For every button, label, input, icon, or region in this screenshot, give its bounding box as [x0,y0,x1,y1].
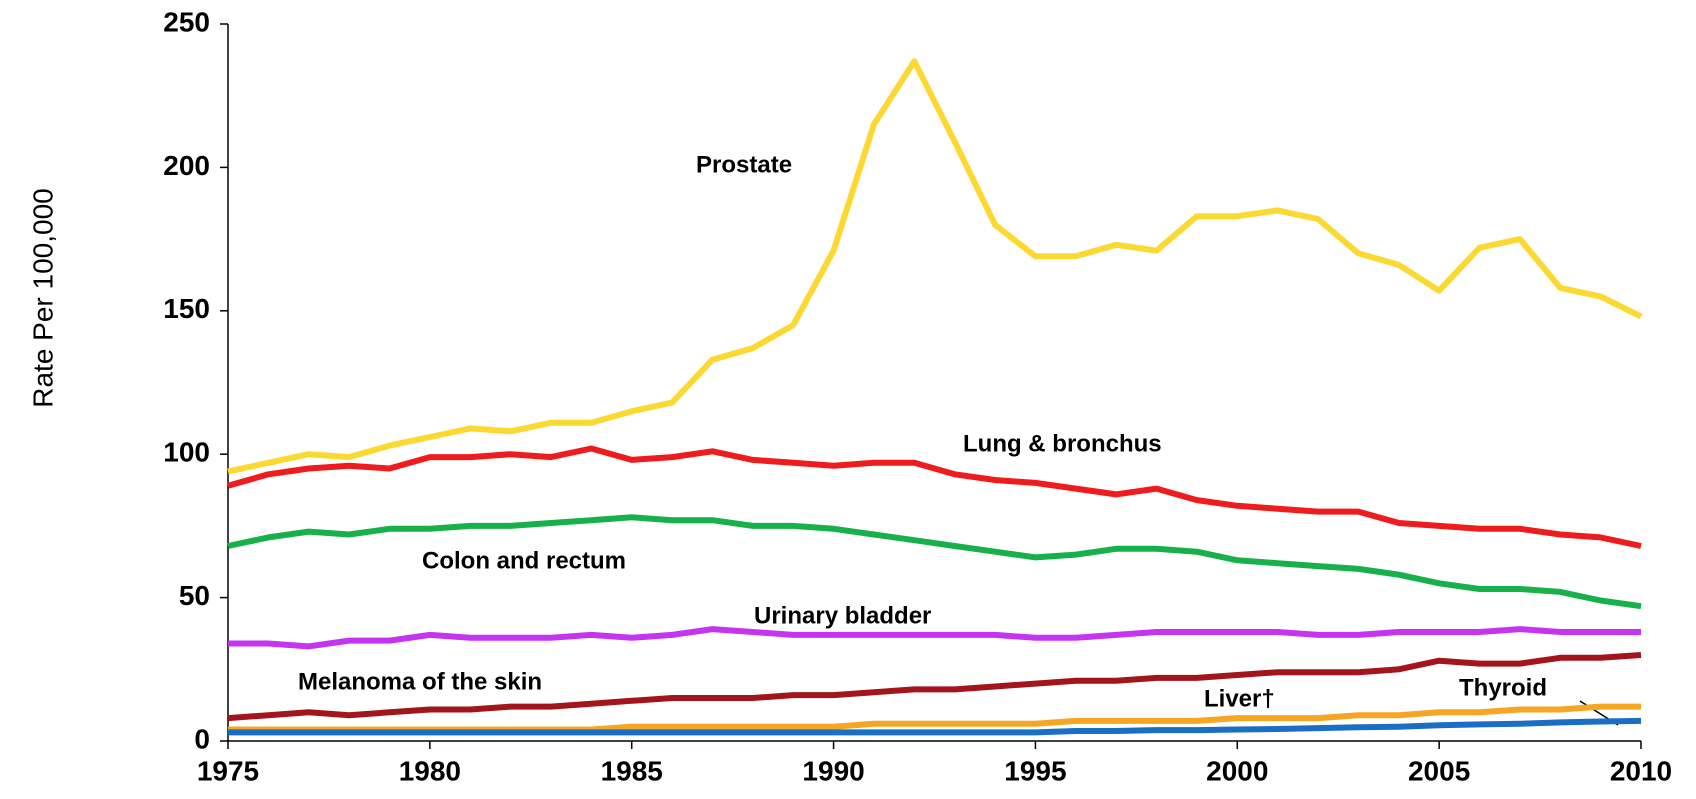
y-tick-label: 150 [163,293,210,324]
series-label: Colon and rectum [422,547,626,574]
series-line [228,626,1641,650]
y-tick-label: 200 [163,150,210,181]
x-tick-label: 1985 [601,755,663,786]
y-axis-label: Rate Per 100,000 [27,188,58,408]
series-line [228,717,1642,736]
x-tick-label: 1980 [399,755,461,786]
series-label: Lung & bronchus [963,430,1162,457]
series-label: Urinary bladder [754,602,931,629]
x-tick-label: 1990 [802,755,864,786]
y-tick-label: 0 [194,723,210,754]
series-label: Thyroid [1459,674,1547,701]
y-tick-label: 50 [179,580,210,611]
series-label: Melanoma of the skin [298,668,542,695]
x-tick-label: 1995 [1004,755,1066,786]
y-tick-label: 100 [163,437,210,468]
series-label: Prostate [696,151,792,178]
series-line [227,514,1642,610]
x-tick-label: 2010 [1610,755,1672,786]
y-tick-label: 250 [163,6,210,37]
series-line [227,445,1642,549]
series-line [227,58,1643,475]
series-label: Liver† [1204,685,1275,712]
x-tick-label: 2005 [1408,755,1470,786]
x-tick-label: 1975 [197,755,259,786]
x-tick-label: 2000 [1206,755,1268,786]
series-line [227,652,1642,722]
